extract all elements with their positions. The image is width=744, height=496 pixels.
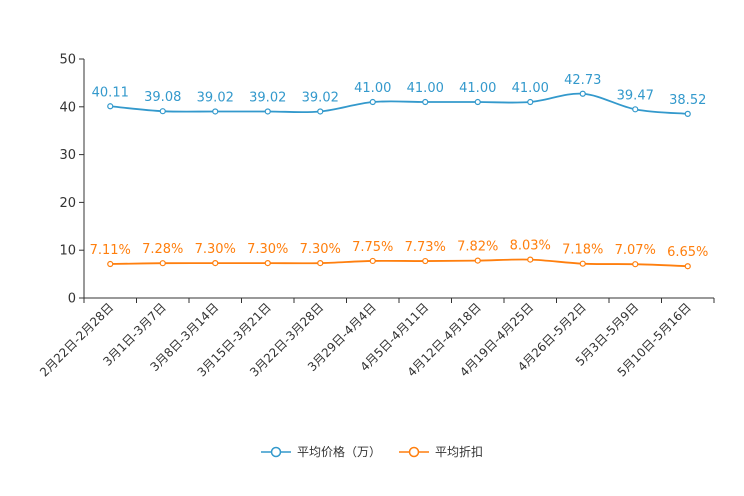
data-label: 39.02 <box>197 90 234 105</box>
data-label: 41.00 <box>512 81 549 96</box>
data-label: 39.02 <box>249 90 286 105</box>
data-label: 41.00 <box>354 81 391 96</box>
data-label: 8.03% <box>510 239 551 254</box>
data-label: 6.65% <box>667 245 708 260</box>
legend-discount-label: 平均折扣 <box>435 445 484 459</box>
data-label: 39.02 <box>302 90 339 105</box>
legend-discount-marker-icon <box>399 446 429 457</box>
data-label: 7.30% <box>300 242 341 257</box>
data-point <box>579 260 586 267</box>
data-point <box>474 98 481 106</box>
line-chart: 010203040502月22日-2月28日3月1日-3月7日3月8日-3月14… <box>37 53 715 380</box>
data-point <box>264 260 271 267</box>
data-point <box>317 108 324 115</box>
data-point <box>579 90 586 97</box>
data-point <box>684 110 691 117</box>
data-point <box>632 261 639 268</box>
y-tick-label: 50 <box>59 53 76 68</box>
legend: 平均价格（万） 平均折扣 <box>0 443 744 460</box>
data-point <box>264 108 271 115</box>
data-point <box>369 98 376 106</box>
legend-price-marker-icon <box>260 446 291 457</box>
data-label: 7.07% <box>615 243 656 258</box>
y-tick-label: 40 <box>59 100 76 115</box>
data-label: 7.75% <box>352 240 393 255</box>
data-point <box>369 257 376 265</box>
data-point <box>212 108 219 115</box>
data-point <box>422 257 429 265</box>
data-point <box>107 103 114 110</box>
legend-item-price[interactable]: 平均价格（万） <box>260 443 381 460</box>
data-point <box>684 263 691 270</box>
data-label: 41.00 <box>459 81 496 96</box>
data-label: 42.73 <box>564 73 601 88</box>
data-point <box>159 108 166 115</box>
data-label: 7.11% <box>90 243 131 258</box>
data-label: 39.08 <box>144 90 181 105</box>
y-tick-label: 10 <box>59 244 76 259</box>
data-label: 7.30% <box>247 242 288 257</box>
data-label: 39.47 <box>617 88 654 103</box>
legend-price-label: 平均价格（万） <box>296 445 381 459</box>
y-tick-label: 20 <box>59 196 76 211</box>
data-point <box>107 260 114 268</box>
legend-item-discount[interactable]: 平均折扣 <box>399 443 483 460</box>
data-label: 40.11 <box>92 85 129 100</box>
data-point <box>159 260 166 267</box>
data-label: 7.82% <box>457 240 498 255</box>
data-label: 7.73% <box>405 240 446 255</box>
x-tick-label: 2月22日-2月28日 <box>37 300 116 379</box>
data-label: 41.00 <box>407 81 444 96</box>
data-label: 7.28% <box>142 242 183 257</box>
y-tick-label: 30 <box>59 148 76 163</box>
data-point <box>527 256 534 263</box>
data-label: 38.52 <box>669 93 706 108</box>
data-point <box>422 98 429 106</box>
data-label: 7.18% <box>562 243 603 258</box>
data-point <box>212 260 219 267</box>
series-line-1 <box>110 258 688 268</box>
y-tick-label: 0 <box>68 292 76 307</box>
data-point <box>527 98 534 106</box>
data-point <box>474 257 481 264</box>
series-line-0 <box>110 92 688 115</box>
data-point <box>632 106 639 113</box>
data-point <box>317 260 324 267</box>
data-label: 7.30% <box>195 242 236 257</box>
